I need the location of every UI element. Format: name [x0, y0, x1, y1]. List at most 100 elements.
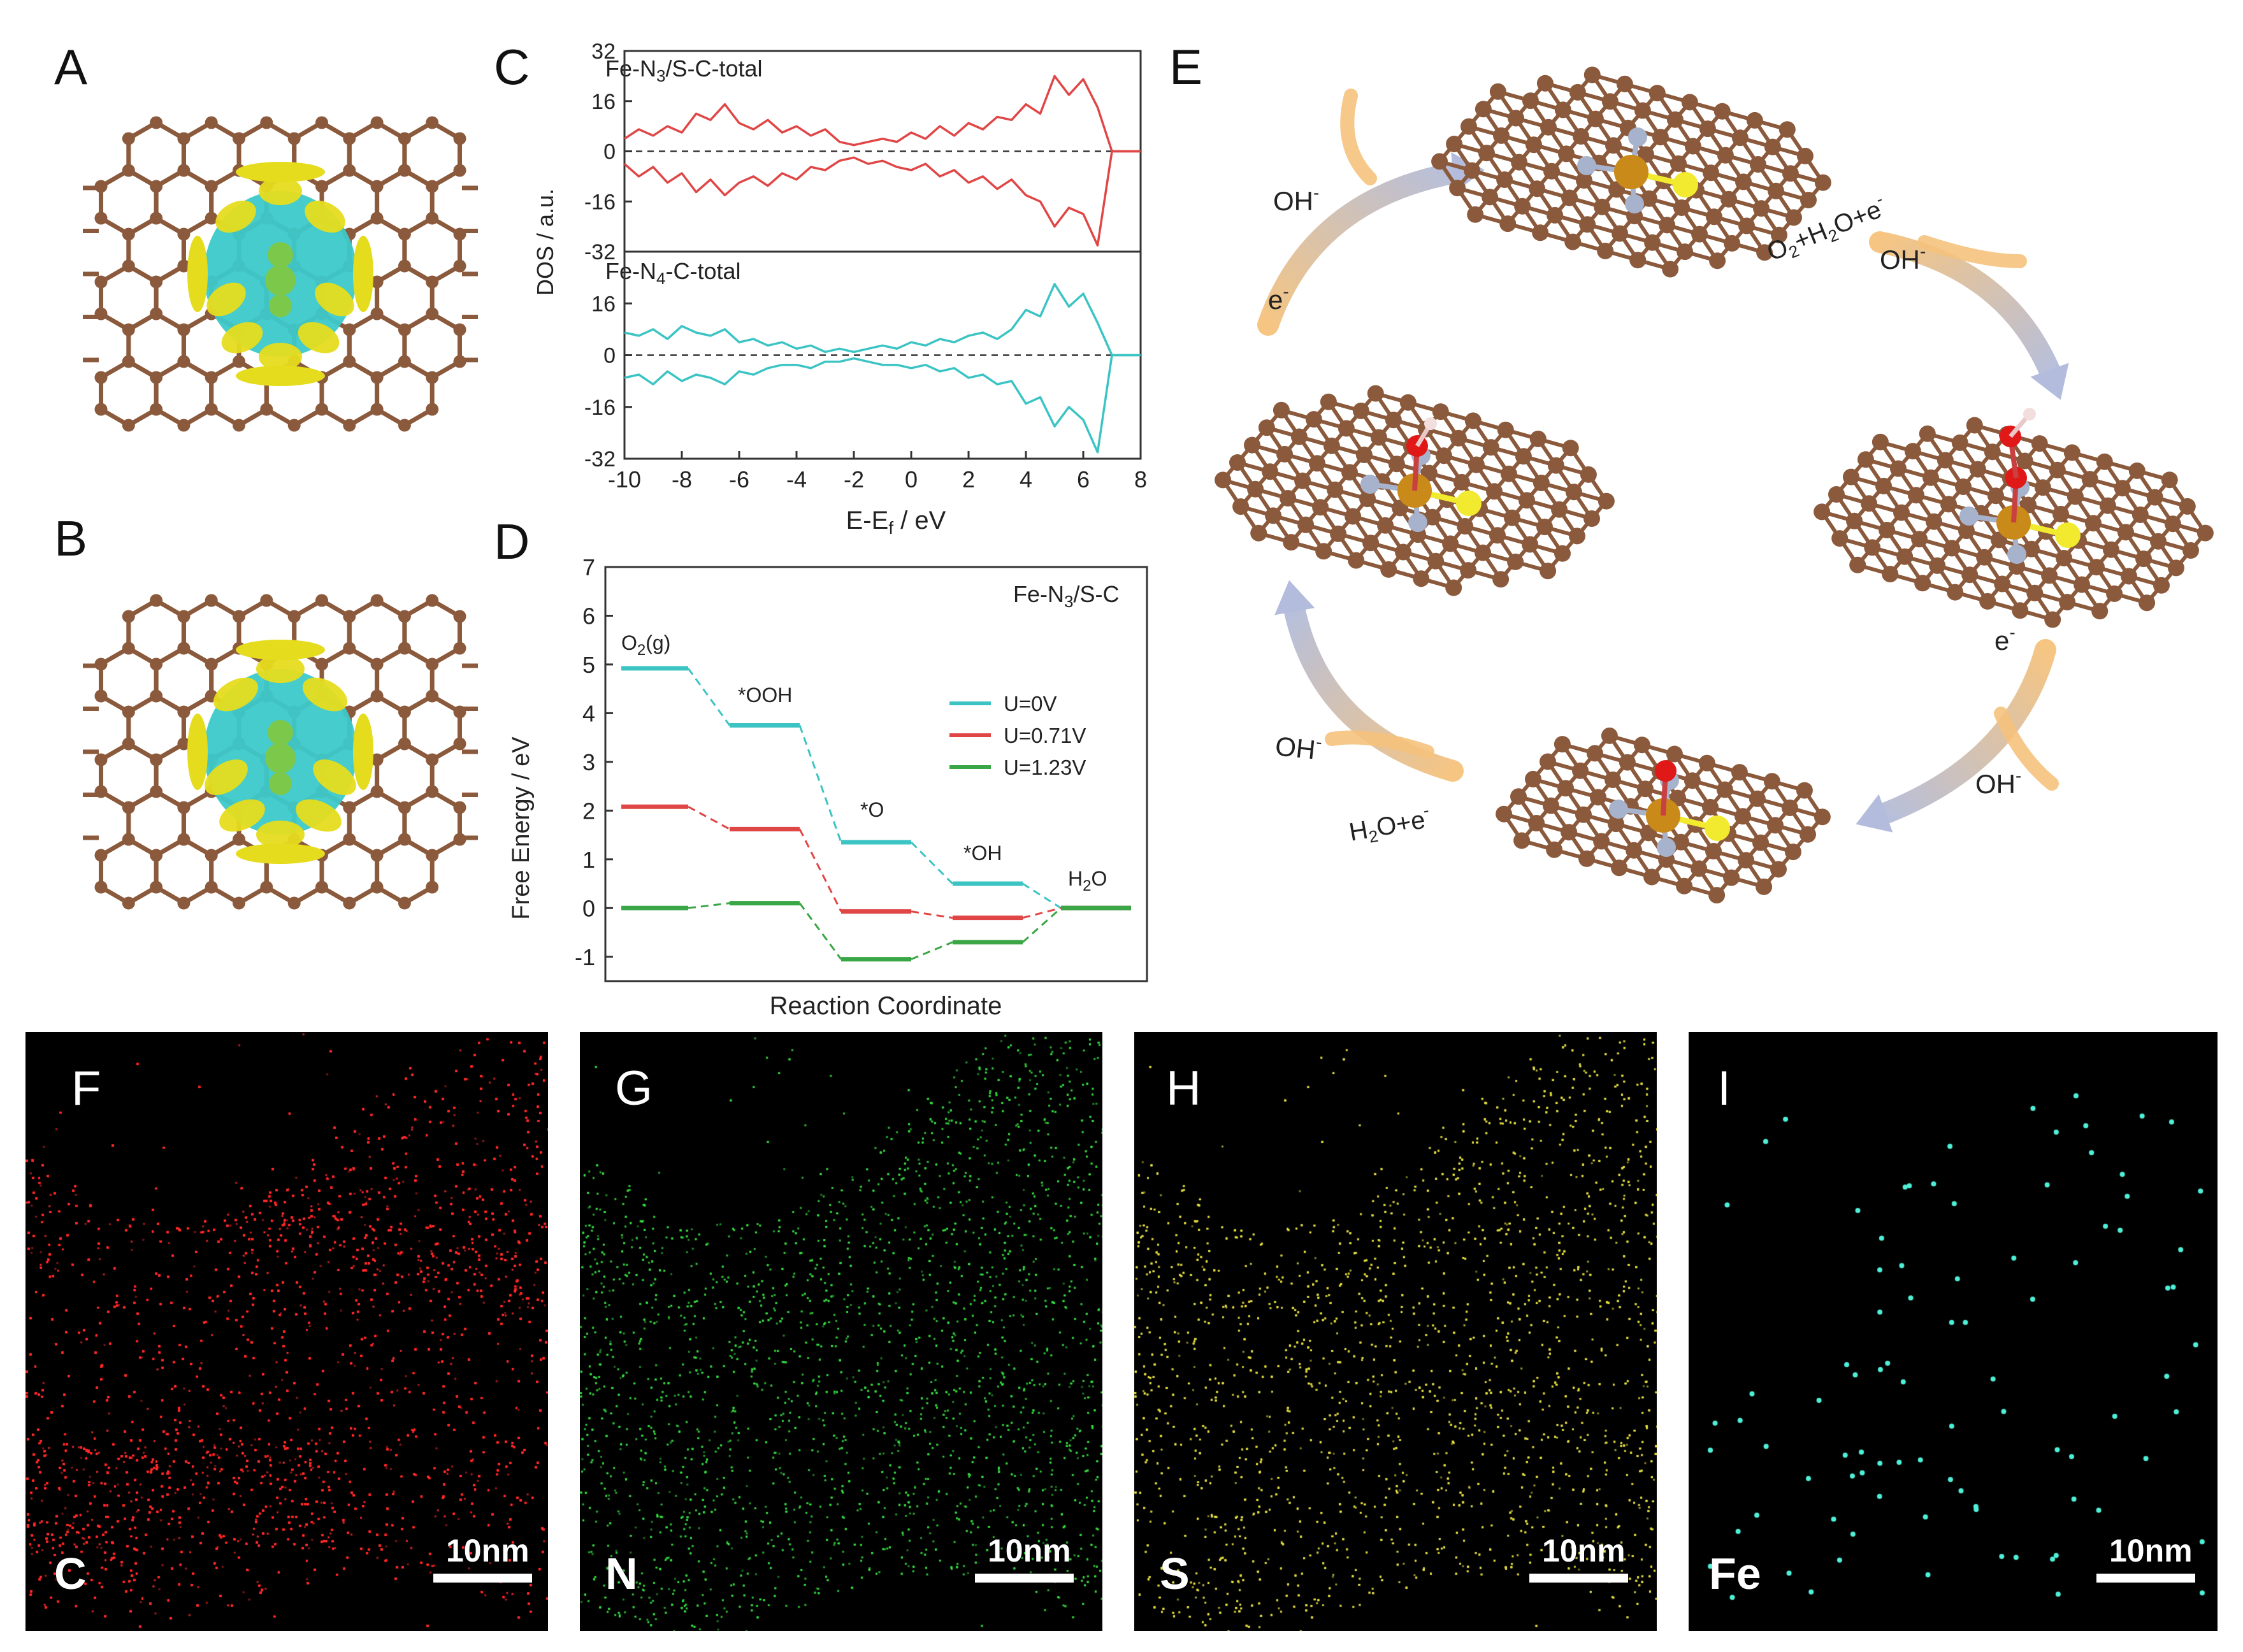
carbon-atom	[1966, 417, 1983, 434]
carbon-atom	[1446, 136, 1463, 152]
central-lobe	[269, 772, 292, 795]
dos-spin-up-line	[624, 283, 1141, 357]
carbon-atom	[453, 355, 466, 368]
carbon-atom	[122, 642, 135, 655]
hydrogen-atom	[2023, 408, 2036, 420]
carbon-atom	[1764, 138, 1781, 155]
carbon-atom	[1593, 833, 1610, 850]
free-energy-chart-title: Fe-N3/S-C	[1013, 581, 1119, 611]
energy-connector	[798, 725, 842, 843]
carbon-atom	[1785, 209, 1802, 226]
dos-y-axis-label: DOS / a.u.	[532, 189, 558, 296]
carbon-atom	[1460, 118, 1477, 135]
carbon-atom	[1872, 433, 1889, 450]
scale-bar-label-f: 10nm	[446, 1533, 530, 1569]
sulfur-map-canvas	[1134, 1032, 1657, 1631]
carbon-atom	[1564, 233, 1582, 250]
carbon-atom	[343, 833, 356, 846]
carbon-atom	[370, 594, 384, 607]
carbon-atom	[1752, 834, 1769, 851]
carbon-atom	[1262, 463, 1279, 480]
panel-label-g: G	[615, 1061, 653, 1116]
y-tick-label: 2	[582, 798, 595, 824]
carbon-atom	[2128, 462, 2146, 479]
carbon-atom	[1528, 815, 1545, 831]
y-tick-label: 16	[591, 292, 616, 316]
y-tick-label: 0	[582, 895, 595, 921]
step-label-oh: *OH	[963, 842, 1002, 865]
carbon-atom	[150, 849, 163, 862]
carbon-atom	[177, 259, 191, 273]
step-label-o: *O	[860, 798, 884, 821]
carbon-atom	[1875, 477, 1892, 494]
carbon-atom	[1605, 137, 1622, 154]
nitrogen-atom	[1609, 800, 1628, 819]
carbon-atom	[2096, 453, 2113, 470]
carbon-atom	[177, 833, 191, 846]
carbon-atom	[1896, 548, 1914, 565]
scale-bar-label-h: 10nm	[1542, 1533, 1626, 1569]
scale-bar-label-g: 10nm	[988, 1533, 1071, 1569]
reactant-label-o2-h2o-e: O2+H2O+e-	[1761, 189, 1891, 269]
scale-bar-i	[2096, 1574, 2195, 1583]
carbon-atom	[1312, 499, 1329, 516]
carbon-atom	[122, 705, 135, 719]
carbon-atom	[1468, 456, 1485, 473]
sulfur-atom	[1673, 172, 1698, 198]
carbon-atom	[1864, 539, 1881, 556]
carbon-atom	[2056, 550, 2072, 566]
carbon-atom	[1698, 754, 1715, 772]
carbon-atom	[150, 371, 163, 384]
carbon-atom	[1507, 553, 1524, 570]
carbon-atom	[1782, 165, 1799, 182]
carbon-atom	[150, 403, 163, 416]
carbon-atom	[1309, 455, 1325, 472]
carbon-atom	[1955, 478, 1972, 495]
energy-connector	[688, 902, 730, 909]
accumulation-lobe	[236, 366, 325, 386]
carbon-atom	[1562, 440, 1579, 457]
carbon-atom	[2131, 506, 2149, 523]
carbon-atom	[1533, 475, 1550, 491]
carbon-atom	[1338, 420, 1355, 437]
carbon-atom	[1290, 428, 1308, 445]
element-label-n: N	[605, 1549, 638, 1598]
nitrogen-atom	[1408, 513, 1427, 532]
nitrogen-atom	[2007, 545, 2026, 564]
carbon-atom	[1879, 522, 1896, 538]
carbon-atom	[1919, 425, 1936, 442]
carbon-atom	[1583, 510, 1600, 527]
carbon-atom	[260, 880, 273, 894]
carbon-atom	[2023, 540, 2040, 557]
energy-connector	[911, 910, 953, 919]
panel-label-d: D	[494, 514, 530, 570]
carbon-atom	[1395, 543, 1412, 561]
step-label-ooh: *OOH	[738, 684, 792, 707]
carbon-atom	[1341, 464, 1358, 481]
carbon-atom	[2106, 585, 2123, 602]
y-tick-label: 3	[582, 749, 595, 775]
x-tick-label: -8	[672, 466, 692, 492]
accumulation-lobe	[236, 162, 325, 182]
carbon-atom	[260, 403, 273, 416]
carbon-atom	[343, 642, 356, 655]
central-lobe	[268, 720, 293, 745]
carbon-atom	[94, 753, 108, 766]
carbon-atom	[453, 737, 466, 751]
carbon-atom	[1540, 563, 1557, 580]
carbon-atom	[426, 180, 439, 193]
carbon-atom	[287, 419, 301, 432]
carbon-atom	[1578, 850, 1596, 867]
carbon-atom	[1626, 842, 1643, 859]
energy-connector	[1022, 907, 1062, 919]
carbon-atom	[1799, 826, 1816, 843]
carbon-atom	[1554, 545, 1571, 562]
product-label-oh-1: OH-	[1273, 183, 1319, 216]
elemental-map-sulfur: H S 10nm	[1134, 1032, 1657, 1631]
carbon-atom	[2044, 611, 2061, 628]
carbon-atom	[453, 642, 466, 655]
carbon-atom	[1914, 575, 1931, 592]
y-tick-label: 6	[582, 603, 595, 629]
elemental-map-carbon: F C 10nm	[25, 1032, 548, 1631]
cycle-molecules	[1215, 66, 2214, 904]
